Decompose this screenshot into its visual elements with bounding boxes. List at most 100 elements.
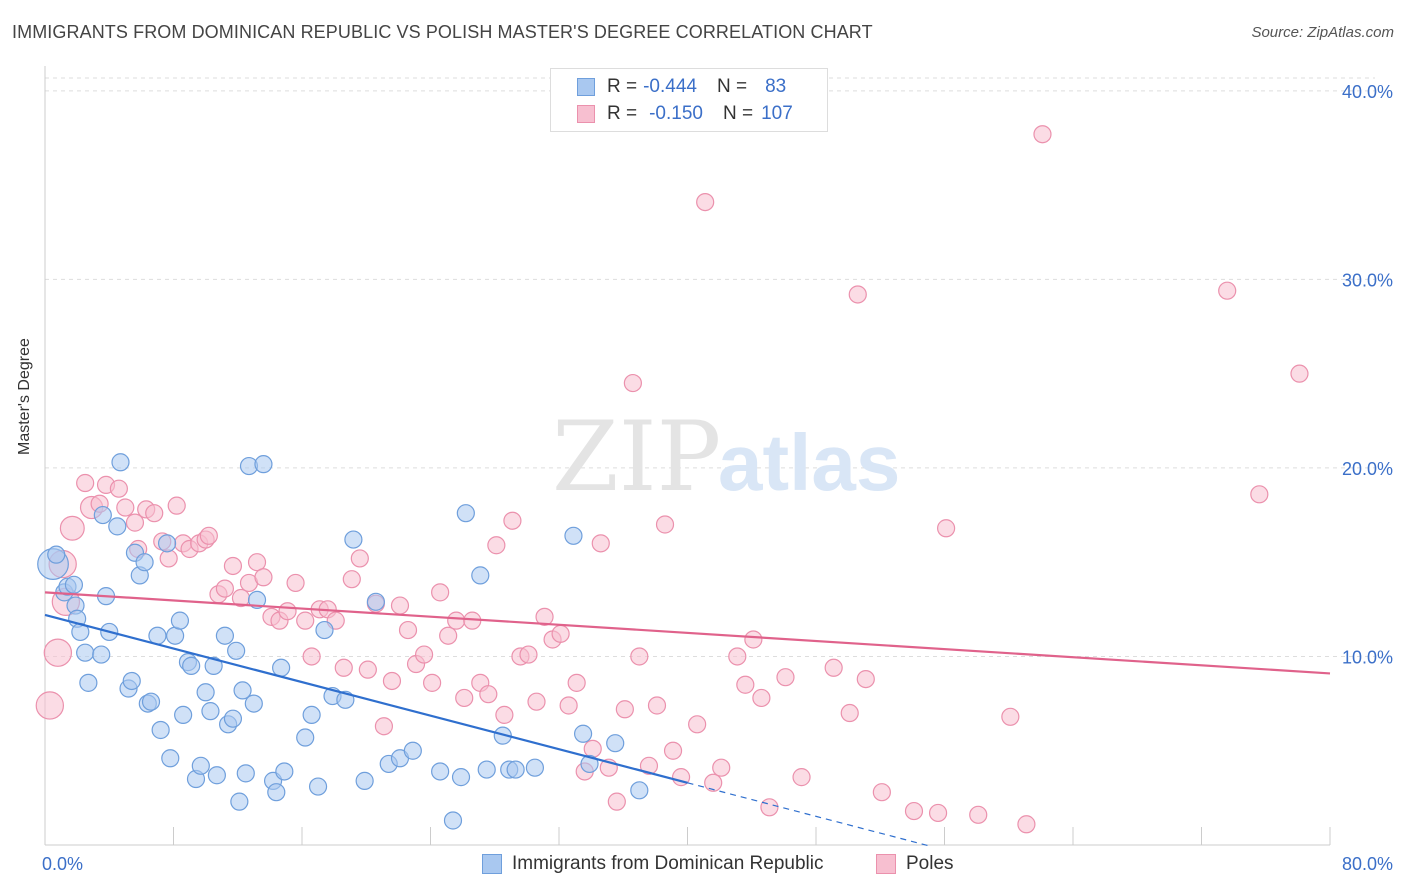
data-point xyxy=(267,783,286,802)
trend-lines xyxy=(44,591,1331,847)
data-point xyxy=(615,700,634,719)
data-point xyxy=(76,473,95,493)
data-point xyxy=(623,373,642,393)
data-point xyxy=(630,781,649,800)
data-point xyxy=(752,688,771,708)
chart-title: IMMIGRANTS FROM DOMINICAN REPUBLIC VS PO… xyxy=(12,22,873,42)
data-point xyxy=(109,479,128,498)
data-point xyxy=(431,762,450,781)
data-point xyxy=(776,668,795,687)
data-point xyxy=(350,549,369,568)
data-point xyxy=(374,717,394,736)
data-point xyxy=(355,771,374,790)
data-point xyxy=(308,777,328,796)
data-point xyxy=(1250,485,1269,504)
data-point xyxy=(174,705,193,725)
data-point xyxy=(315,620,334,640)
data-point xyxy=(535,607,554,626)
data-point xyxy=(872,783,891,802)
data-point xyxy=(559,696,578,715)
data-point xyxy=(161,749,180,768)
data-point xyxy=(382,671,402,691)
data-point xyxy=(244,694,263,713)
data-point xyxy=(207,766,226,785)
data-point xyxy=(272,658,291,677)
data-point xyxy=(856,669,875,689)
data-point xyxy=(247,553,267,572)
y-tick-label: 20.0% xyxy=(1342,459,1393,479)
data-point xyxy=(583,739,602,758)
data-point xyxy=(423,673,442,692)
data-point xyxy=(247,590,267,610)
legend-item-poles[interactable]: Poles xyxy=(876,853,954,875)
legend-swatch-blue xyxy=(577,78,595,96)
legend-label-poles: Poles xyxy=(906,853,954,874)
data-point xyxy=(199,526,218,545)
data-point xyxy=(744,630,763,649)
data-point xyxy=(111,453,130,472)
watermark-zip: ZIP xyxy=(552,401,721,513)
data-point xyxy=(254,455,273,474)
data-point xyxy=(135,553,154,572)
data-point xyxy=(108,517,127,536)
data-point xyxy=(398,620,418,640)
data-point xyxy=(607,792,626,811)
data-point xyxy=(712,758,731,777)
data-point xyxy=(639,756,659,775)
legend-swatch-pink xyxy=(876,854,896,874)
data-point xyxy=(278,602,297,621)
data-point xyxy=(519,645,538,664)
legend-r-value: -0.150 xyxy=(649,103,703,124)
data-point xyxy=(182,656,201,675)
data-point xyxy=(191,756,210,775)
data-point xyxy=(254,568,273,587)
legend-swatch-pink xyxy=(577,105,595,123)
data-point xyxy=(455,688,474,708)
legend-r-label: R = xyxy=(607,103,638,124)
data-point xyxy=(848,285,867,304)
data-point xyxy=(167,496,186,515)
data-point xyxy=(157,534,177,553)
legend-r-label: R = xyxy=(607,76,638,97)
data-point xyxy=(151,720,170,740)
data-point xyxy=(503,511,522,530)
data-point xyxy=(439,626,458,645)
data-point xyxy=(47,545,66,564)
data-point xyxy=(647,696,667,715)
data-point xyxy=(159,549,178,568)
data-point xyxy=(64,575,84,594)
data-point xyxy=(223,709,243,728)
data-point xyxy=(728,647,747,666)
data-point xyxy=(215,579,234,598)
data-point xyxy=(342,570,361,589)
data-point xyxy=(573,724,593,743)
data-point xyxy=(969,805,988,824)
data-point xyxy=(527,692,546,711)
data-point xyxy=(471,566,490,585)
data-point xyxy=(215,626,234,645)
data-point xyxy=(76,643,95,662)
data-point xyxy=(456,504,475,523)
data-point xyxy=(196,683,215,702)
legend-r-value: -0.444 xyxy=(643,76,697,97)
data-point xyxy=(567,673,586,692)
data-point xyxy=(390,596,410,615)
data-point xyxy=(230,792,249,811)
poles-trend-line xyxy=(44,591,1331,675)
data-point xyxy=(116,498,135,517)
legend-item-dominican[interactable]: Immigrants from Dominican Republic xyxy=(482,853,824,875)
data-point xyxy=(937,519,956,538)
data-point xyxy=(663,741,683,760)
data-point xyxy=(204,656,223,675)
data-point xyxy=(704,773,723,792)
data-point xyxy=(443,811,463,830)
data-point xyxy=(59,515,85,541)
y-axis-label: Master's Degree xyxy=(16,338,33,455)
data-point xyxy=(236,764,255,783)
data-point xyxy=(145,504,164,523)
legend-swatch-blue xyxy=(482,854,502,874)
data-point xyxy=(302,705,321,725)
data-point xyxy=(296,611,315,630)
y-tick-label: 40.0% xyxy=(1342,82,1393,102)
